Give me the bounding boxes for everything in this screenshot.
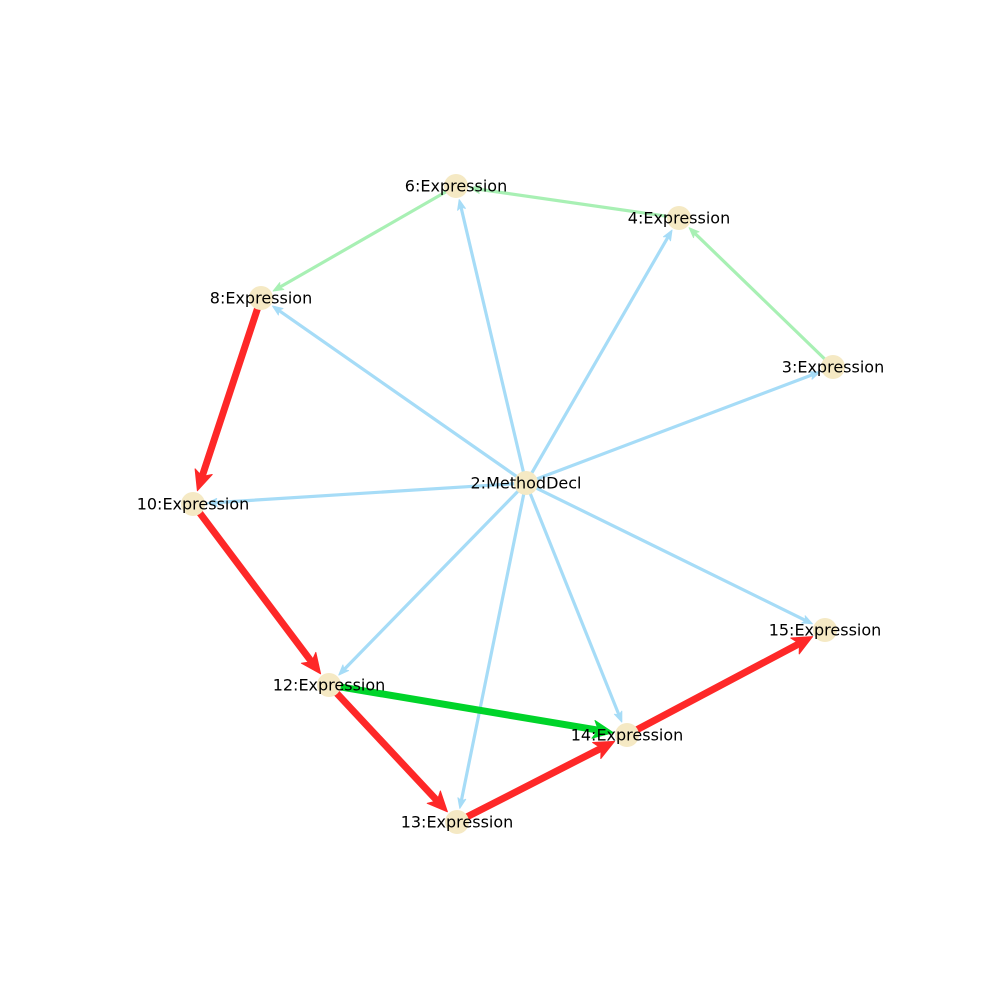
node-circle	[821, 355, 845, 379]
edge-10-to-12	[191, 503, 322, 675]
edge-12-to-13	[328, 684, 448, 813]
node-label: 3:Expression	[782, 358, 884, 377]
edge-arrowhead	[469, 184, 481, 194]
edge-6-to-8	[272, 186, 455, 292]
node-label: 12:Expression	[273, 676, 386, 695]
node-12: 12:Expression	[273, 673, 386, 697]
edge-arrowhead	[808, 371, 821, 380]
node-label: 10:Expression	[137, 495, 250, 514]
edge-2-to-8	[272, 305, 525, 483]
edge-line	[627, 641, 801, 737]
edge-arrowhead	[801, 615, 813, 625]
node-label: 6:Expression	[405, 177, 507, 196]
node-circle	[249, 286, 273, 310]
node-label: 14:Expression	[571, 726, 684, 745]
node-3: 3:Expression	[782, 355, 884, 379]
nodes-layer: 2:MethodDecl 3:Expression 4:Expression 6:Ex…	[137, 174, 884, 834]
edge-2-to-12	[338, 484, 525, 676]
edge-arrowhead	[592, 740, 615, 759]
edge-arrowhead	[688, 227, 700, 239]
edge-2-to-10	[206, 481, 524, 507]
node-circle	[181, 492, 205, 516]
edge-line	[328, 684, 439, 803]
node-2: 2:MethodDecl	[471, 471, 582, 495]
edge-2-to-3	[528, 371, 821, 484]
edge-arrowhead	[300, 651, 322, 675]
node-10: 10:Expression	[137, 492, 250, 516]
edge-line	[278, 186, 455, 289]
edge-8-to-10	[194, 298, 264, 492]
node-label: 8:Expression	[210, 289, 312, 308]
edge-arrowhead	[613, 710, 623, 723]
edge-line	[342, 484, 525, 671]
node-14: 14:Expression	[571, 723, 684, 747]
node-circle	[445, 810, 469, 834]
edge-2-to-6	[457, 199, 527, 481]
node-circle	[813, 618, 837, 642]
node-circle	[615, 723, 639, 747]
edge-line	[199, 298, 264, 478]
node-label: 15:Expression	[769, 621, 882, 640]
edge-arrowhead	[790, 636, 814, 655]
node-circle	[667, 206, 691, 230]
edge-arrowhead	[206, 498, 218, 507]
edge-line	[457, 746, 603, 824]
edge-arrowhead	[338, 664, 350, 676]
edge-line	[693, 231, 832, 366]
edge-arrowhead	[457, 797, 467, 809]
edge-3-to-4	[688, 227, 832, 366]
node-circle	[444, 174, 468, 198]
node-label: 13:Expression	[401, 813, 514, 832]
edge-line	[329, 682, 599, 734]
edge-line	[459, 205, 527, 481]
edge-arrowhead	[272, 305, 284, 316]
node-13: 13:Expression	[401, 810, 514, 834]
edge-line	[191, 503, 314, 663]
edge-12-to-14	[329, 682, 614, 739]
node-4: 4:Expression	[628, 206, 730, 230]
node-circle	[317, 673, 341, 697]
node-circle	[514, 471, 538, 495]
edge-line	[527, 483, 807, 622]
edge-line	[528, 373, 815, 484]
edge-14-to-15	[627, 636, 814, 737]
edge-13-to-14	[457, 740, 615, 824]
edges-layer	[191, 184, 832, 824]
edge-arrowhead	[457, 199, 466, 211]
edge-line	[525, 485, 621, 717]
edge-2-to-4	[526, 229, 673, 482]
edge-4-to-6	[469, 184, 677, 220]
edge-2-to-14	[525, 485, 623, 723]
edge-2-to-15	[527, 483, 813, 625]
node-6: 6:Expression	[405, 174, 507, 198]
node-8: 8:Expression	[210, 286, 312, 310]
edge-arrowhead	[663, 229, 673, 242]
edge-arrowhead	[426, 790, 448, 813]
edge-line	[277, 308, 525, 483]
edge-arrowhead	[194, 468, 213, 492]
node-15: 15:Expression	[769, 618, 882, 642]
edge-line	[213, 481, 524, 505]
edge-2-to-13	[457, 485, 527, 809]
edge-line	[459, 485, 527, 803]
edge-arrowhead	[272, 282, 285, 292]
node-label: 2:MethodDecl	[471, 474, 582, 493]
edge-arrowhead	[591, 720, 614, 739]
edge-line	[476, 187, 677, 220]
node-label: 4:Expression	[628, 209, 730, 228]
edge-line	[526, 235, 670, 482]
